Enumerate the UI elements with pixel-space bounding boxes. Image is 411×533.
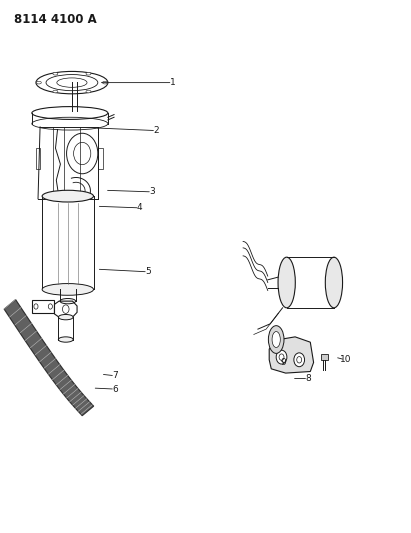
Text: 8: 8 xyxy=(305,374,311,383)
Text: 3: 3 xyxy=(149,188,155,196)
Ellipse shape xyxy=(272,332,280,348)
Circle shape xyxy=(276,350,287,364)
Ellipse shape xyxy=(326,257,343,308)
Ellipse shape xyxy=(86,72,91,75)
Circle shape xyxy=(294,353,305,367)
Bar xyxy=(321,354,328,360)
Ellipse shape xyxy=(42,284,94,295)
Ellipse shape xyxy=(60,298,76,304)
Ellipse shape xyxy=(58,314,73,320)
Ellipse shape xyxy=(42,190,94,202)
Ellipse shape xyxy=(53,72,58,75)
Polygon shape xyxy=(4,300,94,416)
Text: 6: 6 xyxy=(112,385,118,393)
Ellipse shape xyxy=(86,90,91,93)
Text: 4: 4 xyxy=(137,204,143,212)
Ellipse shape xyxy=(53,90,58,93)
Ellipse shape xyxy=(278,257,296,308)
Text: 8114 4100 A: 8114 4100 A xyxy=(14,13,97,26)
Bar xyxy=(32,300,54,313)
Ellipse shape xyxy=(268,326,284,353)
Bar xyxy=(99,148,103,169)
Ellipse shape xyxy=(58,337,73,342)
Polygon shape xyxy=(269,337,314,373)
Text: 2: 2 xyxy=(153,126,159,135)
Text: 7: 7 xyxy=(112,372,118,380)
Text: 1: 1 xyxy=(170,78,175,87)
Ellipse shape xyxy=(103,82,108,84)
Text: 5: 5 xyxy=(145,268,151,276)
Ellipse shape xyxy=(36,82,41,84)
Bar xyxy=(36,148,40,169)
Text: 9: 9 xyxy=(281,358,286,367)
Text: 10: 10 xyxy=(339,356,351,364)
